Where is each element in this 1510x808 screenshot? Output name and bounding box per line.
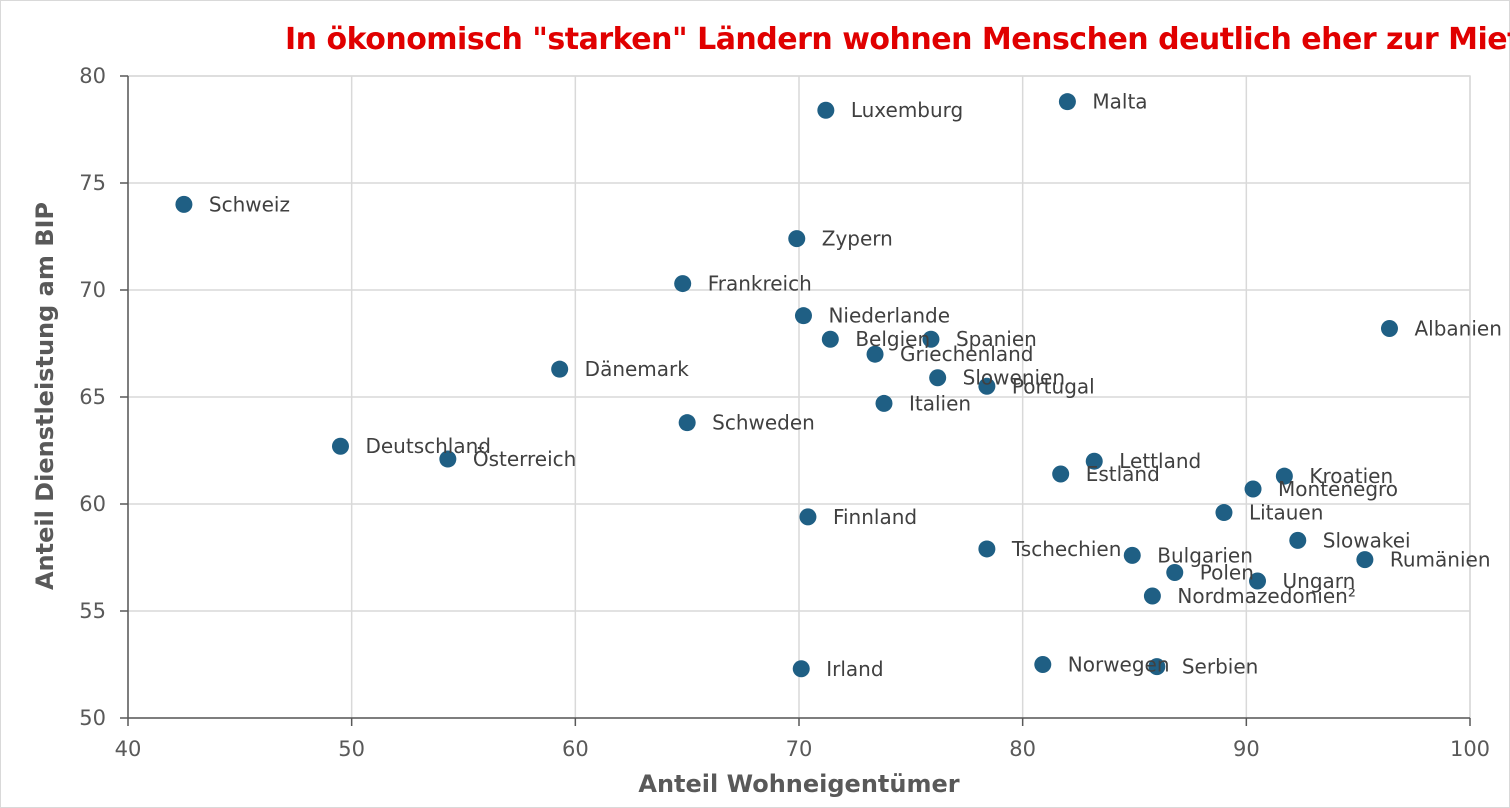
data-point — [1380, 320, 1398, 338]
data-point — [1058, 93, 1076, 111]
data-point — [1085, 452, 1103, 470]
data-point — [1249, 572, 1267, 590]
data-point — [1356, 551, 1374, 569]
y-tick-label: 65 — [79, 385, 106, 409]
data-point — [792, 660, 810, 678]
data-label: Portugal — [1012, 374, 1095, 398]
data-label: Rumänien — [1390, 548, 1491, 572]
data-point — [1034, 656, 1052, 673]
data-label: Deutschland — [365, 434, 491, 458]
data-point — [1143, 587, 1161, 605]
data-label: Litauen — [1249, 501, 1323, 525]
axes — [120, 75, 1471, 726]
data-label: Tschechien — [1011, 537, 1122, 561]
data-label: Dänemark — [585, 357, 690, 381]
data-label: Ungarn — [1283, 569, 1356, 593]
data-point — [799, 508, 817, 526]
data-label: Slowenien — [963, 366, 1065, 390]
data-point — [788, 230, 806, 248]
data-label: Bulgarien — [1157, 543, 1253, 567]
data-point — [1275, 467, 1293, 485]
y-tick-label: 60 — [79, 492, 106, 516]
data-label: Luxemburg — [851, 98, 963, 122]
data-label: Griechenland — [900, 342, 1033, 366]
y-axis-label: Anteil Dienstleistung am BIP — [31, 201, 59, 591]
x-tick-label: 80 — [1009, 737, 1036, 761]
data-label: Belgien — [855, 327, 930, 351]
data-point — [978, 377, 996, 395]
data-label: Irland — [826, 657, 883, 681]
x-axis-label: Anteil Wohneigentümer — [638, 770, 960, 798]
data-point — [439, 450, 457, 468]
data-label: Estland — [1086, 462, 1160, 486]
x-tick-label: 40 — [115, 737, 142, 761]
y-tick-label: 50 — [79, 706, 106, 730]
y-tick-label: 75 — [79, 171, 106, 195]
data-label: Kroatien — [1309, 464, 1393, 488]
data-label: Slowakei — [1323, 528, 1411, 552]
data-point — [175, 195, 193, 213]
data-point — [794, 307, 812, 325]
data-label: Spanien — [956, 327, 1037, 351]
grid-lines — [127, 75, 1471, 719]
data-label: Nordmazedonien² — [1177, 584, 1355, 608]
data-label: Niederlande — [828, 304, 950, 328]
data-label: Montenegro — [1278, 477, 1398, 501]
data-point — [821, 330, 839, 348]
data-point — [866, 345, 884, 363]
data-point — [1052, 465, 1070, 483]
data-point — [1215, 504, 1233, 522]
data-point — [978, 540, 996, 558]
chart-title: In ökonomisch "starken" Ländern wohnen M… — [285, 22, 1510, 57]
data-label: Malta — [1092, 90, 1147, 114]
data-point — [922, 330, 940, 348]
data-point — [331, 437, 349, 455]
tick-labels: 40 50 60 70 80 90 100 50 55 60 65 70 75 80 — [79, 64, 1490, 761]
x-tick-label: 70 — [786, 737, 813, 761]
data-point — [875, 394, 893, 412]
x-tick-label: 50 — [338, 737, 365, 761]
data-label: Polen — [1200, 560, 1254, 584]
data-points — [175, 93, 1398, 678]
data-label: Serbien — [1182, 655, 1258, 679]
data-point — [1148, 658, 1166, 676]
data-label: Schweden — [712, 411, 815, 435]
data-label: Schweiz — [209, 192, 290, 216]
data-label: Zypern — [822, 227, 893, 251]
x-tick-label: 60 — [562, 737, 589, 761]
data-label: Finnland — [833, 505, 917, 529]
y-tick-label: 80 — [79, 64, 106, 88]
data-point — [929, 369, 947, 387]
data-label: Norwegen — [1068, 653, 1170, 677]
x-tick-label: 100 — [1450, 737, 1490, 761]
x-tick-label: 90 — [1233, 737, 1260, 761]
data-point — [674, 275, 692, 293]
y-tick-label: 70 — [79, 278, 106, 302]
data-point — [551, 360, 569, 378]
data-point — [817, 101, 835, 119]
data-label: Italien — [909, 391, 971, 415]
data-label: Österreich — [473, 447, 577, 471]
data-label: Albanien — [1414, 317, 1501, 341]
data-label: Lettland — [1119, 449, 1201, 473]
data-point — [678, 414, 696, 432]
data-point — [1244, 480, 1262, 498]
data-point — [1123, 546, 1141, 564]
data-label: Frankreich — [708, 272, 812, 296]
data-point — [1166, 563, 1184, 581]
y-tick-label: 55 — [79, 599, 106, 623]
data-point — [1289, 531, 1307, 549]
